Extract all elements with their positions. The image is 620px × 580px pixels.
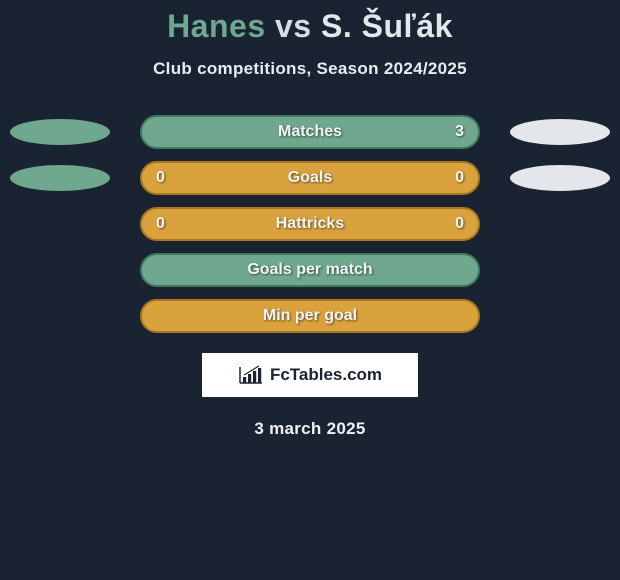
hattricks-pill: 0 Hattricks 0 [140,207,480,241]
goals-pill: 0 Goals 0 [140,161,480,195]
row-matches: Matches 3 [0,115,620,149]
stats-rows: Matches 3 0 Goals 0 0 Hattricks 0 [0,115,620,333]
page-title: Hanes vs S. Šuľák [167,8,453,45]
source-logo: FcTables.com [202,353,418,397]
comparison-card: Hanes vs S. Šuľák Club competitions, Sea… [0,0,620,439]
gpm-label: Goals per match [247,261,372,279]
hattricks-label: Hattricks [276,215,344,233]
player1-marker [10,165,110,191]
goals-left-value: 0 [156,169,165,187]
matches-pill: Matches 3 [140,115,480,149]
mpg-label: Min per goal [263,307,357,325]
hattricks-right-value: 0 [455,215,464,233]
gpm-pill: Goals per match [140,253,480,287]
player1-marker [10,119,110,145]
row-goals-per-match: Goals per match [0,253,620,287]
row-goals: 0 Goals 0 [0,161,620,195]
bar-chart-icon [238,365,264,385]
mpg-pill: Min per goal [140,299,480,333]
player2-marker [510,119,610,145]
player2-name: S. Šuľák [321,8,453,44]
row-min-per-goal: Min per goal [0,299,620,333]
logo-text: FcTables.com [270,365,382,385]
date-label: 3 march 2025 [254,419,365,439]
matches-right-value: 3 [455,123,464,141]
matches-label: Matches [278,123,342,141]
row-hattricks: 0 Hattricks 0 [0,207,620,241]
player2-marker [510,165,610,191]
player1-name: Hanes [167,8,266,44]
goals-right-value: 0 [455,169,464,187]
subtitle: Club competitions, Season 2024/2025 [153,59,467,79]
hattricks-left-value: 0 [156,215,165,233]
goals-label: Goals [288,169,332,187]
vs-separator: vs [275,8,312,44]
